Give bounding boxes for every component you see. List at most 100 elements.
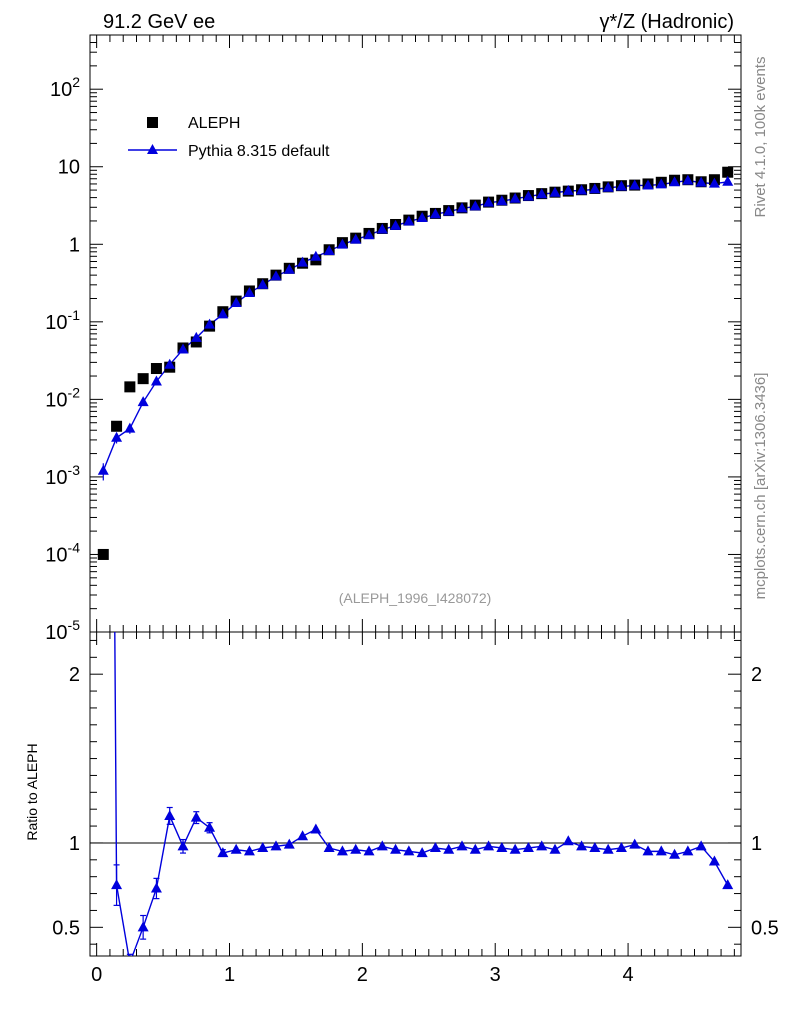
x-tick-label: 1 — [224, 964, 235, 986]
pythia-point — [509, 192, 521, 203]
pythia-point — [642, 179, 654, 190]
ratio-point — [602, 843, 614, 854]
legend-aleph-label: ALEPH — [188, 115, 240, 132]
ratio-y-tick-label-left: 0.5 — [52, 917, 80, 939]
ratio-point — [243, 845, 255, 856]
ratio-point — [217, 847, 229, 858]
ratio-point — [150, 882, 162, 893]
ratio-point — [655, 845, 667, 856]
pythia-line — [102, 179, 728, 472]
pythia-point — [682, 174, 694, 185]
ratio-frame — [89, 631, 742, 957]
pythia-point — [469, 200, 481, 211]
pythia-point — [615, 180, 627, 191]
ratio-point — [190, 811, 202, 822]
ratio-y-tick-label-left: 2 — [69, 664, 80, 686]
legend: ALEPH Pythia 8.315 default — [128, 115, 330, 160]
pythia-point — [150, 375, 162, 386]
pythia-point — [177, 343, 189, 354]
ratio-point — [722, 879, 734, 890]
ratio-point — [629, 838, 641, 849]
pythia-point — [722, 175, 734, 186]
pythia-point — [695, 176, 707, 187]
ratio-point — [576, 840, 588, 851]
pythia-point — [602, 181, 614, 192]
analysis-watermark: (ALEPH_1996_I428072) — [339, 590, 492, 606]
pythia-point — [310, 250, 322, 261]
ratio-point — [376, 840, 388, 851]
pythia-point — [336, 238, 348, 249]
ratio-point — [204, 821, 216, 832]
pythia-point — [416, 212, 428, 223]
main-panel: 10-5 10-4 10-3 10-2 10-1 1 10 102 — [45, 34, 742, 644]
pythia-point — [429, 208, 441, 219]
aleph-point — [97, 548, 109, 560]
pythia-point — [111, 431, 123, 442]
ratio-point — [310, 823, 322, 834]
pythia-point — [390, 219, 402, 230]
pythia-point — [708, 177, 720, 188]
pythia-point — [589, 183, 601, 194]
x-tick-label: 4 — [623, 964, 634, 986]
y-tick-label: 10-3 — [45, 462, 80, 489]
ratio-point — [549, 843, 561, 854]
main-series-group — [97, 166, 734, 560]
ratio-point — [682, 845, 694, 856]
aleph-point — [111, 420, 123, 432]
pythia-point — [376, 223, 388, 234]
pythia-point — [137, 396, 149, 407]
legend-pythia-marker — [147, 144, 158, 154]
pythia-point — [230, 296, 242, 307]
pythia-point — [443, 205, 455, 216]
ratio-point — [536, 840, 548, 851]
ratio-point — [522, 842, 534, 852]
ratio-point — [336, 845, 348, 856]
pythia-point — [323, 244, 335, 255]
ratio-point — [403, 845, 415, 856]
ratio-point — [589, 842, 601, 852]
ratio-point — [416, 847, 428, 858]
ratio-point — [642, 845, 654, 856]
rivet-version-label: Rivet 4.1.0, 100k events — [752, 57, 769, 218]
ratio-panel: 0.5 0.5 1 1 2 2 0 1 2 3 4 — [52, 631, 779, 986]
ratio-point — [164, 809, 176, 820]
ratio-point — [111, 879, 123, 890]
legend-aleph-marker — [147, 117, 158, 128]
ratio-y-tick-label-right: 1 — [751, 833, 762, 855]
ratio-point — [509, 843, 521, 854]
pythia-point — [562, 184, 574, 195]
ratio-series-group — [90, 632, 741, 956]
ratio-point — [323, 842, 335, 852]
ratio-point — [297, 830, 309, 841]
pythia-point — [124, 422, 136, 433]
pythia-point — [350, 233, 362, 244]
y-tick-label: 10-4 — [45, 539, 80, 566]
pythia-point — [549, 186, 561, 197]
pythia-point — [270, 270, 282, 281]
pythia-point — [496, 195, 508, 206]
y-tick-label: 102 — [50, 74, 80, 101]
aleph-point — [137, 373, 149, 385]
ratio-point — [137, 921, 149, 932]
pythia-point — [97, 464, 109, 475]
ratio-point — [695, 840, 707, 851]
y-tick-label: 10-1 — [45, 307, 80, 334]
ratio-y-tick-label-right: 0.5 — [751, 917, 779, 939]
y-tick-label: 10 — [58, 157, 80, 179]
ratio-point — [270, 840, 282, 851]
aleph-point — [124, 381, 136, 393]
pythia-point — [655, 178, 667, 189]
source-label: mcplots.cern.ch [arXiv:1306.3436] — [752, 373, 769, 600]
pythia-point — [536, 188, 548, 199]
ratio-point — [562, 835, 574, 846]
aleph-point — [722, 166, 734, 178]
pythia-point — [483, 196, 495, 207]
pythia-point — [217, 308, 229, 319]
pythia-point — [190, 331, 202, 342]
ratio-point — [429, 842, 441, 852]
pythia-point — [629, 179, 641, 190]
aleph-point — [150, 363, 162, 375]
pythia-point — [257, 278, 269, 289]
ratio-point — [669, 848, 681, 859]
